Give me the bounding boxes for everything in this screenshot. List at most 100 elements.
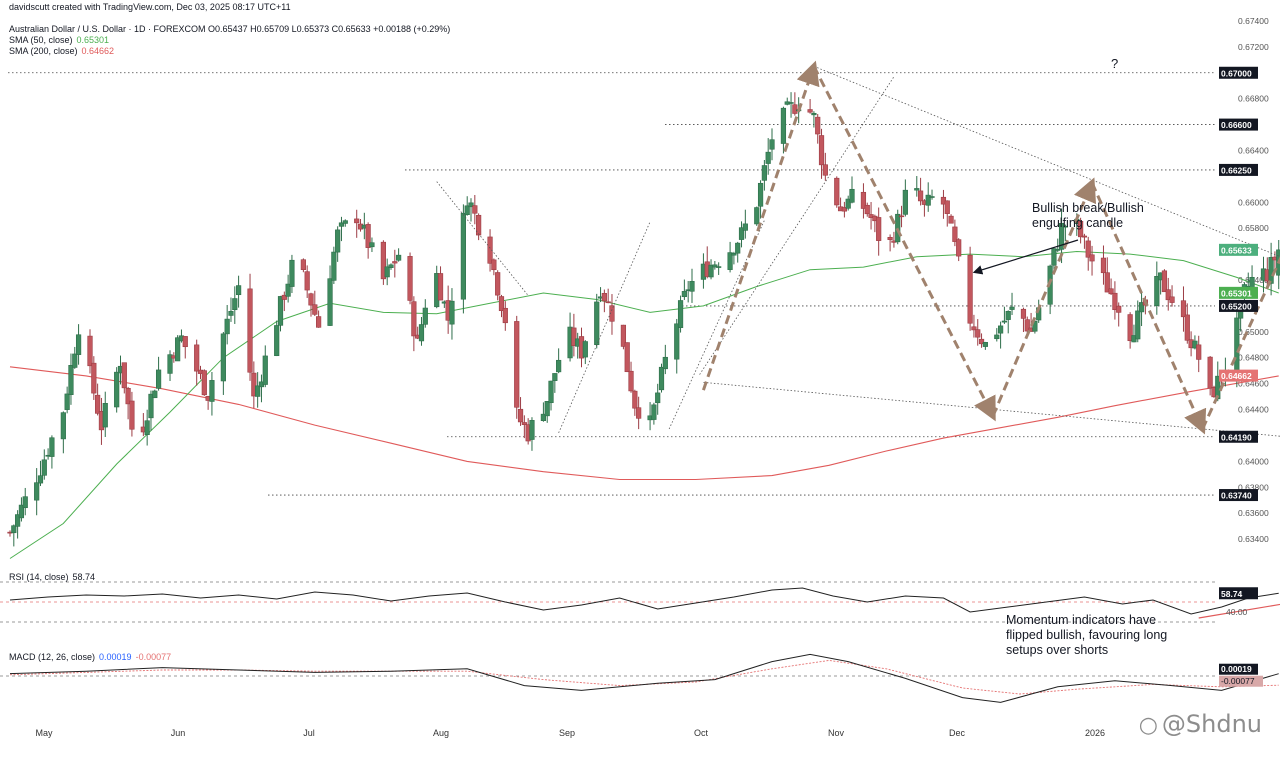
- rsi-tick-label: 40.00: [1226, 607, 1248, 617]
- candle-up: [914, 188, 920, 191]
- rsi-trendline: [1198, 603, 1280, 619]
- candle-up: [422, 307, 428, 325]
- x-month-label: Jul: [303, 728, 315, 738]
- price-tag: [1219, 299, 1258, 312]
- sma50-value: 0.65301: [76, 35, 110, 45]
- candle-down: [1108, 288, 1114, 295]
- candle-down: [834, 177, 840, 206]
- candle-up: [780, 107, 787, 144]
- candle-up: [1051, 248, 1057, 266]
- watermark-text: @Shdnu: [1161, 710, 1262, 738]
- candle-up: [152, 390, 158, 399]
- macd-signal-value: -0.00077: [135, 652, 172, 662]
- candle-down: [304, 271, 310, 291]
- candle-down: [495, 272, 501, 296]
- candle-up: [369, 242, 375, 248]
- price-tag-label: 0.65200: [1221, 301, 1252, 311]
- candle-up: [418, 324, 425, 342]
- candle-down: [476, 214, 482, 236]
- candle-up: [15, 514, 21, 527]
- candle-down: [841, 207, 847, 212]
- candle-down: [1180, 300, 1187, 318]
- candle-down: [121, 362, 127, 389]
- projection-arrow: [812, 65, 996, 422]
- rsi-value: 58.74: [72, 572, 96, 582]
- candle-up: [727, 252, 733, 270]
- candle-down: [95, 394, 101, 414]
- momentum-annotation: Momentum indicators have flipped bullish…: [1006, 613, 1167, 658]
- candle-up: [997, 325, 1004, 334]
- candle-up: [220, 333, 226, 382]
- candle-up: [1001, 320, 1008, 323]
- candle-down: [917, 190, 924, 202]
- candle-down: [498, 296, 505, 312]
- macd-tag: [1219, 663, 1258, 675]
- candle-down: [624, 342, 630, 373]
- candle-down: [1165, 289, 1171, 301]
- y-tick-label: 0.64000: [1238, 456, 1269, 466]
- candle-up: [75, 334, 82, 355]
- candle-up: [655, 392, 661, 404]
- candle-up: [651, 404, 657, 420]
- candle-up: [594, 301, 600, 346]
- candle-down: [365, 224, 371, 248]
- price-tag: [1219, 369, 1258, 382]
- candle-up: [1055, 249, 1061, 251]
- candle-down: [815, 116, 821, 135]
- annotation-line: flipped bullish, favouring long: [1006, 628, 1168, 642]
- y-tick-label: 0.66800: [1238, 94, 1269, 104]
- candle-up: [49, 437, 55, 457]
- candle-up: [236, 285, 242, 296]
- x-month-label: Dec: [949, 728, 966, 738]
- candle-down: [605, 301, 611, 304]
- candle-up: [114, 371, 120, 408]
- price-tag-label: 0.64662: [1221, 371, 1252, 381]
- candle-up: [929, 196, 935, 198]
- candle-up: [1268, 257, 1274, 284]
- price-tag: [1219, 286, 1258, 299]
- candle-up: [175, 337, 181, 362]
- candle-up: [845, 198, 851, 209]
- candle-down: [887, 236, 893, 240]
- candle-up: [37, 475, 44, 484]
- candle-down: [1104, 272, 1110, 293]
- candle-up: [155, 369, 162, 389]
- candle-up: [72, 353, 78, 368]
- candle-up: [716, 266, 722, 268]
- candle-down: [609, 305, 615, 322]
- rsi-tag: [1219, 587, 1258, 600]
- candle-up: [64, 393, 70, 410]
- rsi-label: RSI (14, close): [9, 572, 69, 582]
- candle-up: [388, 264, 394, 268]
- candle-up: [662, 356, 668, 370]
- y-tick-label: 0.67200: [1238, 42, 1269, 52]
- macd-legend: MACD (12, 26, close) 0.00019 -0.00077: [9, 652, 171, 662]
- y-tick-label: 0.63400: [1238, 534, 1269, 544]
- candle-up: [335, 229, 341, 253]
- candle-up: [765, 151, 771, 164]
- candle-up: [757, 182, 764, 207]
- candle-down: [1112, 292, 1118, 311]
- macd-value: 0.00019: [99, 652, 132, 662]
- candle-down: [125, 387, 131, 405]
- candle-up: [552, 373, 558, 381]
- sma50-line: [9, 250, 1279, 559]
- price-tag-label: 0.66600: [1221, 120, 1252, 130]
- symbol-line: Australian Dollar / U.S. Dollar · 1D · F…: [9, 24, 451, 34]
- candle-down: [411, 301, 417, 337]
- annotation-line: engulfing candle: [1032, 216, 1124, 230]
- candle-down: [251, 372, 257, 397]
- candle-down: [636, 407, 642, 419]
- candle-down: [571, 327, 577, 346]
- candle-up: [285, 283, 291, 297]
- annotation-arrow: [972, 239, 1079, 275]
- candle-up: [22, 496, 28, 509]
- candle-up: [224, 318, 230, 335]
- candle-down: [864, 204, 870, 215]
- candle-up: [1005, 310, 1011, 320]
- candle-down: [517, 408, 524, 423]
- sma200-line: [9, 366, 1279, 481]
- candle-down: [860, 191, 867, 209]
- price-tag: [1219, 489, 1258, 502]
- y-tick-label: 0.64400: [1238, 405, 1269, 415]
